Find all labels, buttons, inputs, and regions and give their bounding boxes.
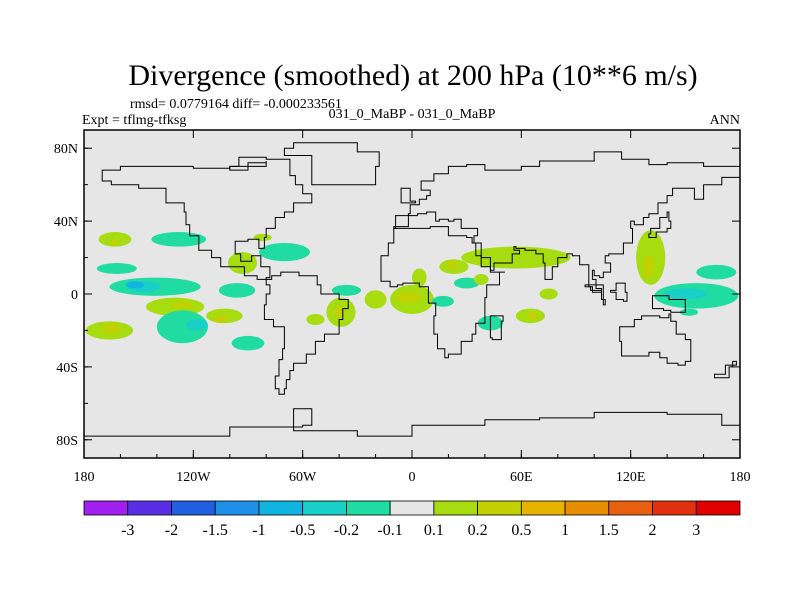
x-tick-label: 180 xyxy=(74,470,95,485)
y-tick-label: 80N xyxy=(54,142,78,157)
colorbar-box xyxy=(345,500,391,516)
coastline xyxy=(84,408,740,458)
coastline xyxy=(714,360,737,379)
colorbar-label: 1.5 xyxy=(599,522,619,539)
coastline xyxy=(648,211,672,238)
colorbar-box xyxy=(127,500,172,516)
y-tick-label: 0 xyxy=(71,288,78,303)
contour-blob xyxy=(186,319,208,331)
contour-blob xyxy=(102,323,121,335)
contour-blob xyxy=(111,240,119,246)
contour-fields xyxy=(85,230,739,351)
case-label: 031_0_MaBP - 031_0_MaBP xyxy=(329,107,496,122)
coastline xyxy=(652,295,686,313)
contour-blob xyxy=(643,255,655,278)
colorbar-label: -2 xyxy=(165,522,178,539)
contour-blob xyxy=(663,288,708,300)
y-tick-label: 40S xyxy=(56,361,78,376)
colorbar-box xyxy=(652,500,697,516)
colorbar-box xyxy=(258,500,304,516)
stats-text: rmsd= 0.0779164 diff= -0.000233561 xyxy=(130,97,342,112)
coastline xyxy=(489,315,504,341)
colorbar-label: -1 xyxy=(252,522,265,539)
colorbar-box xyxy=(608,500,653,516)
colorbar-label: 0.2 xyxy=(468,522,488,539)
chart-title: Divergence (smoothed) at 200 hPa (10**6 … xyxy=(128,59,697,92)
contour-blob xyxy=(679,308,699,316)
colorbar-box xyxy=(477,500,522,516)
contour-blob xyxy=(539,288,558,300)
contour-blob xyxy=(395,292,422,304)
x-tick-label: 180 xyxy=(730,470,751,485)
contour-blob xyxy=(151,232,207,247)
coastline xyxy=(610,282,628,302)
contour-blob xyxy=(125,281,145,289)
season-label: ANN xyxy=(710,113,740,128)
contour-blob xyxy=(253,233,272,242)
y-tick-label: 80S xyxy=(56,434,78,449)
expt-label: Expt = tflmg-tfksg xyxy=(82,113,186,128)
contour-blob xyxy=(473,273,489,285)
continent-outlines xyxy=(84,142,740,458)
contour-blob xyxy=(526,312,538,320)
colorbar-label: -3 xyxy=(121,522,134,539)
colorbar-label: -1.5 xyxy=(203,522,228,539)
x-tick-label: 60W xyxy=(289,470,317,485)
colorbar-box xyxy=(433,500,479,516)
x-tick-label: 120E xyxy=(616,470,646,485)
x-tick-label: 60E xyxy=(510,470,533,485)
x-tick-label: 0 xyxy=(409,470,416,485)
x-tick-label: 120W xyxy=(176,470,211,485)
y-tick-label: 40N xyxy=(54,215,78,230)
colorbar-label: -0.2 xyxy=(334,522,359,539)
contour-blob xyxy=(432,295,454,307)
contour-blob xyxy=(213,315,228,324)
contour-blob xyxy=(331,284,361,296)
colorbar-box xyxy=(564,500,610,516)
coastline xyxy=(584,284,606,306)
contour-blob xyxy=(156,310,208,344)
contour-blob xyxy=(364,290,387,309)
contour-blob xyxy=(696,264,737,280)
contour-blob xyxy=(96,263,137,274)
contour-blob xyxy=(412,268,427,287)
coastline xyxy=(393,151,740,293)
contour-blob xyxy=(218,283,256,298)
colorbar-label: 0.5 xyxy=(511,522,531,539)
colorbar: -3 -2 -1.5 -1 -0.5 -0.2 -0.1 0.1 0.2 0.5 1 1.5 2 3 xyxy=(83,500,741,539)
colorbar-label: 3 xyxy=(692,522,700,539)
contour-blob xyxy=(306,314,325,325)
contour-blob xyxy=(227,252,258,274)
colorbar-box xyxy=(389,500,435,516)
colorbar-label: -0.5 xyxy=(290,522,315,539)
colorbar-box xyxy=(520,500,566,516)
coastline xyxy=(400,187,417,204)
y-axis: 80N 40N 0 40S 80S xyxy=(54,142,740,449)
colorbar-label: 1 xyxy=(561,522,569,539)
colorbar-label: 2 xyxy=(649,522,657,539)
contour-blob xyxy=(258,242,310,262)
coastline xyxy=(101,156,313,280)
contour-blob xyxy=(171,301,194,309)
coastline xyxy=(619,313,692,366)
coastline xyxy=(229,161,267,171)
colorbar-box xyxy=(214,500,260,516)
colorbar-label: -0.1 xyxy=(377,522,402,539)
contour-blob xyxy=(453,277,480,289)
contour-blob xyxy=(231,335,265,351)
colorbar-label: 0.1 xyxy=(424,522,444,539)
contour-blob xyxy=(333,306,345,318)
coastline xyxy=(263,271,349,395)
x-axis: 180 120W 60W 0 60E 120E 180 xyxy=(74,130,751,485)
contour-blob xyxy=(98,232,132,247)
colorbar-box xyxy=(695,500,741,516)
colorbar-box xyxy=(83,500,129,516)
colorbar-box xyxy=(302,500,347,516)
coastline xyxy=(283,142,380,186)
colorbar-box xyxy=(171,500,216,516)
contour-blob xyxy=(446,261,458,269)
